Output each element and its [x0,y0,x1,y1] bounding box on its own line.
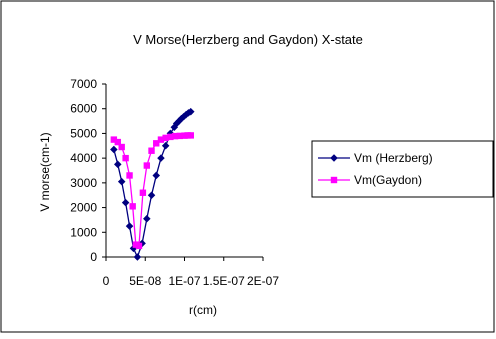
legend-label-gaydon: Vm(Gaydon) [354,173,422,187]
data-point-herzberg [114,160,122,169]
data-point-herzberg [121,198,130,207]
data-point-herzberg [117,177,126,186]
x-axis-label: r(cm) [189,303,217,317]
y-tick-label: 4000 [70,151,97,165]
y-tick-label: 2000 [70,201,97,215]
legend-box [311,140,494,198]
data-point-herzberg [187,107,195,116]
y-tick-label: 3000 [70,176,97,190]
y-tick-label: 0 [90,250,97,264]
legend: Vm (Herzberg) Vm(Gaydon) [311,140,494,198]
y-tick-label: 5000 [70,126,97,140]
data-point-herzberg [133,253,142,261]
legend-marker-herzberg [330,154,338,162]
x-tick-label: 2E-07 [247,274,279,288]
y-tick-label: 6000 [70,102,97,116]
y-tick-label: 1000 [70,225,97,239]
y-axis-label: V morse(cm-1) [38,132,52,211]
data-point-gaydon [135,242,143,250]
x-tick-label: 0 [103,274,110,288]
plot-area: 0 1000 2000 3000 4000 5000 6000 7000 0 5E-08 1E-07… [70,77,279,288]
data-point-gaydon [153,140,160,147]
data-point-herzberg [110,145,118,154]
x-tick-label: 1E-07 [168,274,200,288]
data-point-gaydon [122,154,129,162]
data-point-gaydon [139,189,147,196]
data-point-herzberg [152,171,161,180]
data-point-gaydon [148,147,155,154]
data-point-herzberg [147,191,156,199]
legend-label-herzberg: Vm (Herzberg) [354,151,433,165]
data-point-herzberg [161,142,170,150]
data-point-gaydon [126,172,133,179]
data-point-gaydon [187,132,194,139]
y-tick-label: 7000 [70,77,97,91]
x-tick-label: 1.5E-07 [203,274,245,288]
legend-marker-gaydon [330,176,338,184]
x-tick-label: 5E-08 [129,274,161,288]
data-point-herzberg [157,154,165,162]
chart-title: V Morse(Herzberg and Gaydon) X-state [133,32,363,47]
data-point-gaydon [118,143,125,151]
data-point-gaydon [114,138,121,146]
data-point-herzberg [143,214,151,223]
data-point-herzberg [125,222,134,230]
data-point-gaydon [129,203,136,210]
data-point-gaydon [143,162,151,169]
